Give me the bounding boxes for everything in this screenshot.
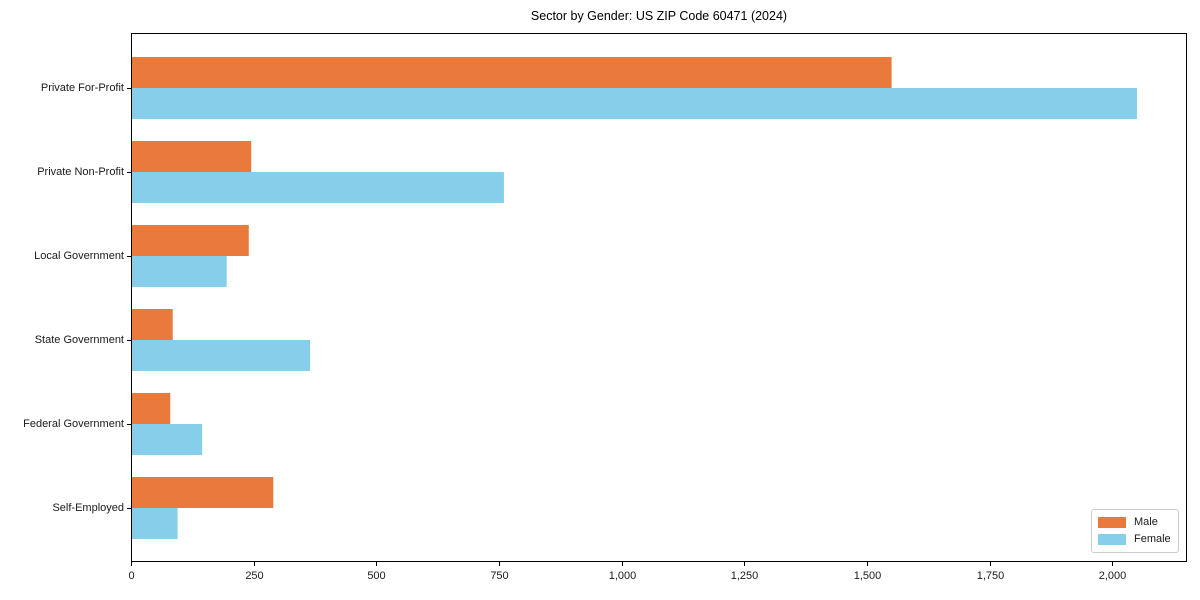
plot-frame <box>131 33 1187 562</box>
legend-item-male: Male <box>1098 515 1172 528</box>
y-axis-label: Private Non-Profit <box>37 166 124 178</box>
legend-label-male: Male <box>1134 515 1158 528</box>
bar-male <box>131 477 274 508</box>
bar-male <box>131 393 171 424</box>
x-tick-label: 1,250 <box>731 570 759 582</box>
bar-male <box>131 225 249 256</box>
x-tick-label: 1,000 <box>609 570 637 582</box>
bar-female <box>131 508 178 539</box>
bar-female <box>131 172 504 203</box>
chart-title: Sector by Gender: US ZIP Code 60471 (202… <box>530 9 788 23</box>
legend: Male Female <box>1091 509 1179 553</box>
x-tick-label: 1,500 <box>854 570 882 582</box>
x-tick-label: 2,000 <box>1099 570 1127 582</box>
x-tick-label: 500 <box>367 570 385 582</box>
y-axis-label: Private For-Profit <box>40 82 124 94</box>
y-axis-label: Federal Government <box>23 418 124 430</box>
bar-male <box>131 309 173 340</box>
legend-swatch-female <box>1098 534 1126 546</box>
legend-label-female: Female <box>1134 533 1171 546</box>
bar-male <box>131 57 892 88</box>
x-tick-label: 1,750 <box>977 570 1005 582</box>
y-axis-label: State Government <box>34 334 124 346</box>
y-axis-label: Local Government <box>34 250 124 262</box>
x-tick-label: 250 <box>245 570 263 582</box>
bar-female <box>131 256 227 287</box>
bar-female <box>131 424 203 455</box>
bar-male <box>131 141 252 172</box>
legend-swatch-male <box>1098 516 1126 528</box>
y-axis-label: Self-Employed <box>52 502 124 514</box>
legend-item-female: Female <box>1098 533 1172 546</box>
x-tick-label: 0 <box>128 570 134 582</box>
bar-female <box>131 88 1137 119</box>
x-tick-label: 750 <box>490 570 508 582</box>
bar-female <box>131 340 311 371</box>
